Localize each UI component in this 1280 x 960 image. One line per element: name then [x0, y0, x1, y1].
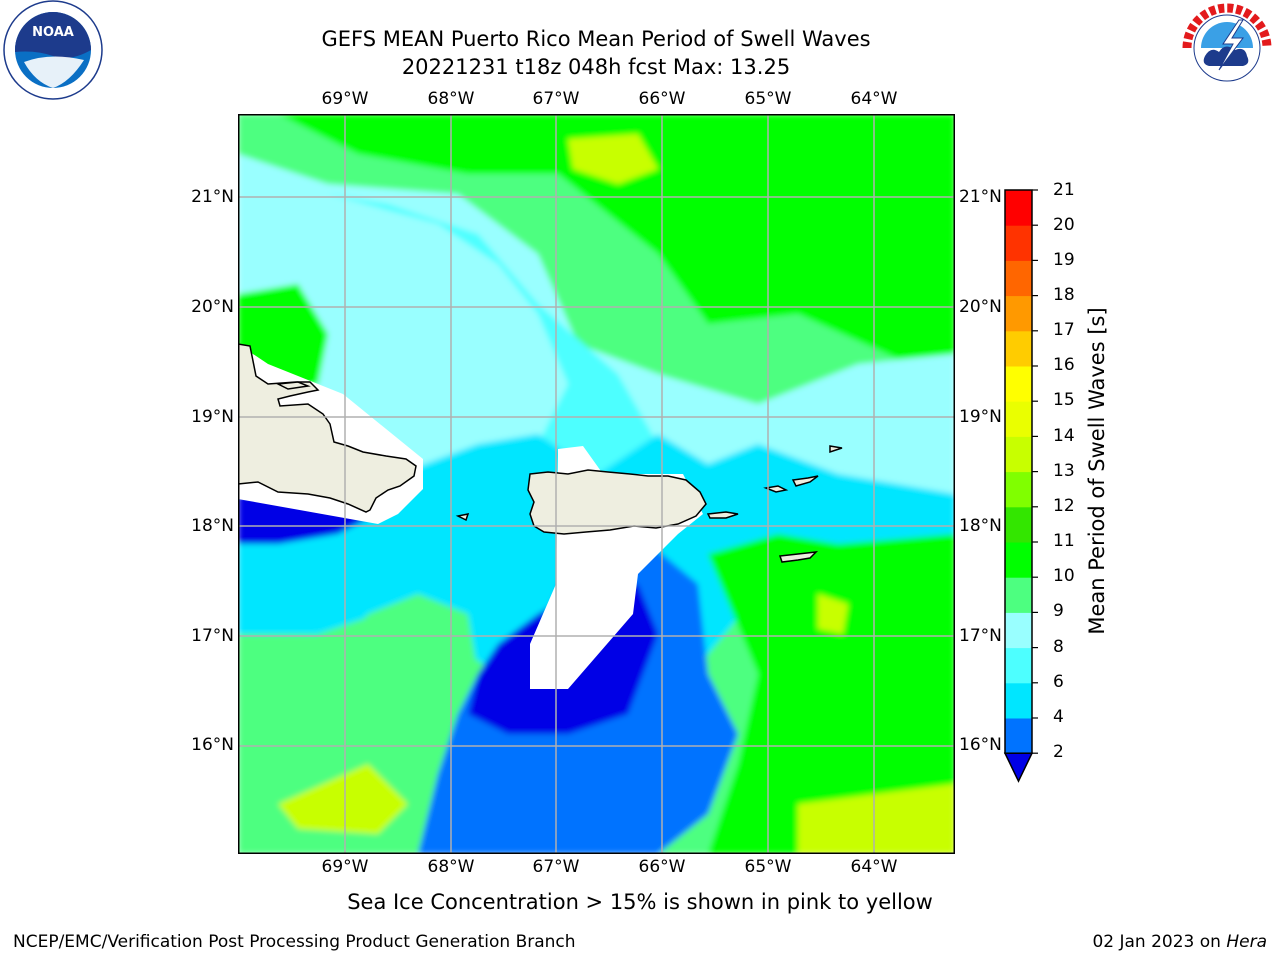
contour-yellowgreen-southeast: [798, 784, 955, 854]
lat-label-right: 21°N: [959, 187, 1002, 207]
lon-label-top: 69°W: [321, 89, 369, 109]
lat-label-right: 19°N: [959, 407, 1002, 427]
land-bvi: [791, 475, 819, 487]
land-st-thomas: [763, 485, 789, 493]
colorbar-bin: [1005, 647, 1032, 684]
colorbar-tick: 4: [1053, 707, 1064, 727]
colorbar-tick: 12: [1053, 496, 1075, 516]
colorbar-bin: [1005, 506, 1032, 543]
colorbar-bin: [1005, 577, 1032, 613]
lat-label-left: 19°N: [191, 407, 234, 427]
contour-green-southeast: [708, 534, 955, 854]
colorbar-bin: [1005, 295, 1032, 332]
contour-green-north: [278, 114, 955, 359]
sea-ice-note: Sea Ice Concentration > 15% is shown in …: [347, 890, 933, 914]
colorbar-bin: [1005, 401, 1032, 437]
colorbar-bin: [1005, 190, 1032, 226]
colorbar-bin: [1005, 542, 1032, 578]
colorbar-tick: 19: [1053, 250, 1075, 270]
noaa-logo-text: NOAA: [32, 25, 74, 40]
lon-label-bottom: 66°W: [638, 857, 686, 877]
colorbar-tick: 9: [1053, 601, 1064, 621]
land-mona: [455, 513, 470, 522]
contour-green-southwest: [238, 594, 478, 854]
colorbar-label: Mean Period of Swell Waves [s]: [1085, 307, 1109, 635]
colorbar-tick: 15: [1053, 390, 1075, 410]
graticule: [238, 114, 955, 854]
contour-yellowgreen-north: [568, 134, 658, 184]
colorbar-under-arrow: [1003, 752, 1034, 783]
lon-label-bottom: 67°W: [532, 857, 580, 877]
contour-yellow-green-spot: [818, 594, 848, 634]
lat-label-right: 17°N: [959, 626, 1002, 646]
lat-label-left: 17°N: [191, 626, 234, 646]
lon-label-top: 64°W: [850, 89, 898, 109]
footer-host: Hera: [1226, 932, 1267, 952]
lat-label-left: 18°N: [191, 516, 234, 536]
colorbar-tick: 10: [1053, 566, 1075, 586]
chart-title: GEFS MEAN Puerto Rico Mean Period of Swe…: [321, 27, 871, 51]
colorbar-tick: 18: [1053, 285, 1075, 305]
colorbar-tick: 16: [1053, 355, 1075, 375]
colorbar-bin: [1005, 612, 1032, 649]
map-plot: [238, 114, 955, 854]
colorbar-bin: [1005, 718, 1032, 754]
colorbar-tick: 8: [1053, 637, 1064, 657]
colorbar-tick: 14: [1053, 426, 1075, 446]
lon-label-top: 65°W: [744, 89, 792, 109]
colorbar-tick: 17: [1053, 320, 1075, 340]
lat-label-left: 16°N: [191, 735, 234, 755]
lon-label-top: 68°W: [427, 89, 475, 109]
chart-subtitle-run: 20221231 t18z 048h fcst Max: 13.25: [401, 55, 791, 79]
lon-label-top: 66°W: [638, 89, 686, 109]
lon-label-top: 67°W: [532, 89, 580, 109]
lat-label-right: 16°N: [959, 735, 1002, 755]
colorbar-tick: 11: [1053, 531, 1075, 551]
land-turks: [275, 381, 311, 390]
land-anguilla: [829, 445, 843, 454]
colorbar-bin: [1005, 260, 1032, 297]
colorbar-tick: 13: [1053, 461, 1075, 481]
footer-date: 02 Jan 2023 on Hera: [1092, 932, 1267, 952]
colorbar-bin: [1005, 366, 1032, 402]
colorbar-bin: [1005, 471, 1032, 508]
colorbar-bin: [1005, 436, 1032, 473]
noaa-logo: NOAA: [3, 0, 103, 100]
lon-label-bottom: 68°W: [427, 857, 475, 877]
colorbar-bin: [1005, 682, 1032, 719]
land-vieques: [706, 511, 739, 519]
nws-logo: [1180, 1, 1274, 95]
colorbar-tick: 2: [1053, 742, 1064, 762]
lon-label-bottom: 65°W: [744, 857, 792, 877]
colorbar: [1003, 189, 1038, 783]
lat-label-right: 18°N: [959, 516, 1002, 536]
land-st-croix: [778, 551, 819, 563]
contour-yellowgreen-southwest: [278, 764, 408, 834]
map-frame: [238, 114, 955, 854]
footer-date-text: 02 Jan 2023 on: [1092, 932, 1227, 952]
colorbar-tick: 20: [1053, 215, 1075, 235]
colorbar-tick: 6: [1053, 672, 1064, 692]
lat-label-left: 20°N: [191, 297, 234, 317]
lat-label-right: 20°N: [959, 297, 1002, 317]
colorbar-bin: [1005, 330, 1032, 367]
footer-branch: NCEP/EMC/Verification Post Processing Pr…: [13, 932, 576, 952]
colorbar-tick: 21: [1053, 180, 1075, 200]
lat-label-left: 21°N: [191, 187, 234, 207]
colorbar-bin: [1005, 225, 1032, 261]
lon-label-bottom: 69°W: [321, 857, 369, 877]
lon-label-bottom: 64°W: [850, 857, 898, 877]
